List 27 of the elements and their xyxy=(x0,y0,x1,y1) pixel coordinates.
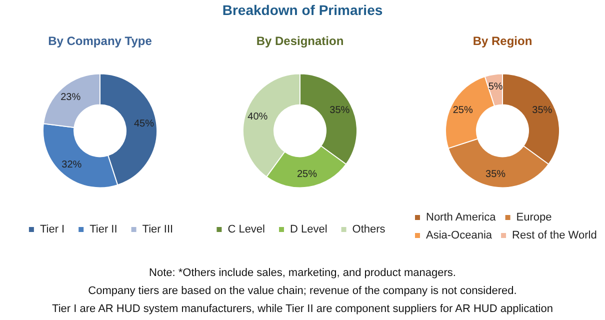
text: Breakdown of Primaries xyxy=(221,2,384,18)
legend-label: Tier III xyxy=(142,224,174,236)
data-label: 23% xyxy=(60,92,81,103)
legend-label: Tier I xyxy=(40,224,65,236)
chart-title: By Company Type xyxy=(48,34,152,48)
chart-title: By Designation xyxy=(256,34,344,48)
text: Company tiers are based on the value chain; revenue of the company is not considered. xyxy=(87,284,518,299)
data-label: 25% xyxy=(296,169,318,180)
data-label: 25% xyxy=(452,105,473,116)
text: Note: *Others include sales, marketing, and product managers. xyxy=(148,266,457,281)
data-label: 40% xyxy=(248,111,268,122)
legend-label: C Level xyxy=(228,224,265,236)
data-label: 35% xyxy=(330,105,350,116)
legend-label: Rest of the World xyxy=(512,230,597,242)
data-label: 35% xyxy=(532,105,552,116)
data-label: 32% xyxy=(62,160,82,171)
chart-title: By Region xyxy=(472,34,532,48)
data-label: 5% xyxy=(488,81,503,92)
data-label: 45% xyxy=(134,118,154,130)
legend-label: Europe xyxy=(516,212,552,224)
data-label: 35% xyxy=(486,169,506,180)
legend-label: Tier II xyxy=(90,224,118,236)
legend-label: D Level xyxy=(290,224,328,236)
legend-label: North America xyxy=(426,212,497,224)
legend-label: Asia-Oceania xyxy=(426,230,493,242)
text: Tier I are AR HUD system manufacturers, while Tier II are component suppliers for AR HUD application xyxy=(51,302,554,317)
legend-label: Others xyxy=(352,224,386,236)
